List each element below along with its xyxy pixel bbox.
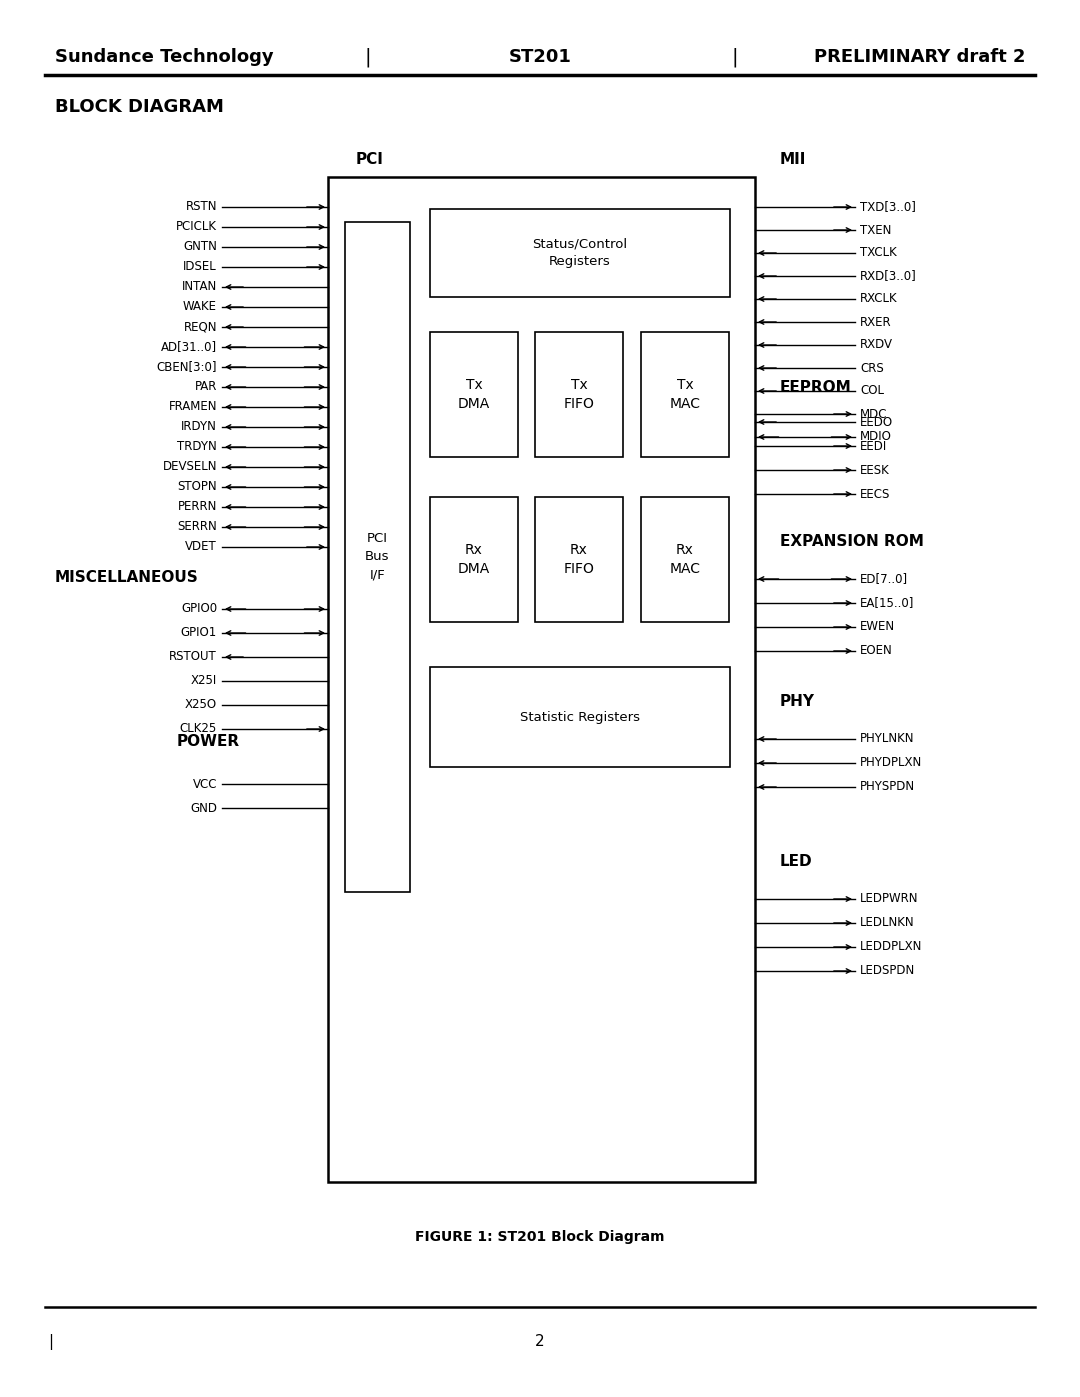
Text: TXD[3..0]: TXD[3..0] bbox=[860, 201, 916, 214]
Text: PHYDPLXN: PHYDPLXN bbox=[860, 757, 922, 770]
Text: RSTN: RSTN bbox=[186, 201, 217, 214]
Text: RXDV: RXDV bbox=[860, 338, 893, 352]
Text: EECS: EECS bbox=[860, 488, 890, 500]
Text: COL: COL bbox=[860, 384, 885, 398]
Text: Statistic Registers: Statistic Registers bbox=[519, 711, 640, 724]
Bar bbox=[642, 332, 729, 457]
Text: CLK25: CLK25 bbox=[179, 722, 217, 735]
Text: PHYSPDN: PHYSPDN bbox=[860, 781, 915, 793]
Text: LEDPWRN: LEDPWRN bbox=[860, 893, 918, 905]
Text: Tx
MAC: Tx MAC bbox=[670, 377, 701, 411]
Text: GND: GND bbox=[190, 802, 217, 814]
Text: PCI
Bus
I/F: PCI Bus I/F bbox=[365, 532, 390, 581]
Text: GPIO1: GPIO1 bbox=[180, 626, 217, 640]
Text: Sundance Technology: Sundance Technology bbox=[55, 47, 273, 66]
Text: PHY: PHY bbox=[780, 694, 815, 710]
Text: PHYLNKN: PHYLNKN bbox=[860, 732, 915, 746]
Text: GPIO0: GPIO0 bbox=[180, 602, 217, 616]
Text: Tx
DMA: Tx DMA bbox=[458, 377, 490, 411]
Text: WAKE: WAKE bbox=[183, 300, 217, 313]
Text: RXD[3..0]: RXD[3..0] bbox=[860, 270, 917, 282]
Text: FRAMEN: FRAMEN bbox=[168, 401, 217, 414]
Text: PRELIMINARY draft 2: PRELIMINARY draft 2 bbox=[813, 47, 1025, 66]
Text: |: | bbox=[365, 47, 372, 67]
Text: |: | bbox=[48, 1334, 53, 1350]
Text: PAR: PAR bbox=[194, 380, 217, 394]
Text: Rx
MAC: Rx MAC bbox=[670, 543, 701, 576]
Text: EXPANSION ROM: EXPANSION ROM bbox=[780, 535, 923, 549]
Text: ST201: ST201 bbox=[509, 47, 571, 66]
Bar bbox=[430, 666, 730, 767]
Text: Rx
FIFO: Rx FIFO bbox=[564, 543, 594, 576]
Text: BLOCK DIAGRAM: BLOCK DIAGRAM bbox=[55, 98, 224, 116]
Text: MDC: MDC bbox=[860, 408, 888, 420]
Text: CRS: CRS bbox=[860, 362, 883, 374]
Text: IDSEL: IDSEL bbox=[184, 260, 217, 274]
Text: IRDYN: IRDYN bbox=[181, 420, 217, 433]
Bar bbox=[535, 497, 623, 622]
Bar bbox=[345, 222, 410, 893]
Bar bbox=[430, 332, 518, 457]
Text: INTAN: INTAN bbox=[181, 281, 217, 293]
Text: |: | bbox=[731, 47, 739, 67]
Text: LEDSPDN: LEDSPDN bbox=[860, 964, 915, 978]
Bar bbox=[328, 177, 755, 1182]
Bar bbox=[430, 497, 518, 622]
Text: RXCLK: RXCLK bbox=[860, 292, 897, 306]
Bar bbox=[642, 497, 729, 622]
Text: RSTOUT: RSTOUT bbox=[170, 651, 217, 664]
Text: EEPROM: EEPROM bbox=[780, 380, 852, 394]
Text: RXER: RXER bbox=[860, 316, 892, 328]
Bar bbox=[535, 332, 623, 457]
Text: GNTN: GNTN bbox=[184, 240, 217, 253]
Text: Status/Control
Registers: Status/Control Registers bbox=[532, 237, 627, 268]
Text: EESK: EESK bbox=[860, 464, 890, 476]
Text: Tx
FIFO: Tx FIFO bbox=[564, 377, 594, 411]
Text: PCI: PCI bbox=[356, 151, 383, 166]
Text: AD[31..0]: AD[31..0] bbox=[161, 341, 217, 353]
Text: SERRN: SERRN bbox=[177, 521, 217, 534]
Text: PERRN: PERRN bbox=[177, 500, 217, 514]
Text: TXEN: TXEN bbox=[860, 224, 891, 236]
Text: PCICLK: PCICLK bbox=[176, 221, 217, 233]
Text: EEDI: EEDI bbox=[860, 440, 888, 453]
Text: DEVSELN: DEVSELN bbox=[162, 461, 217, 474]
Text: MISCELLANEOUS: MISCELLANEOUS bbox=[55, 570, 199, 584]
Text: TXCLK: TXCLK bbox=[860, 246, 896, 260]
Text: Rx
DMA: Rx DMA bbox=[458, 543, 490, 576]
Text: TRDYN: TRDYN bbox=[177, 440, 217, 454]
Text: EA[15..0]: EA[15..0] bbox=[860, 597, 915, 609]
Text: 2: 2 bbox=[536, 1334, 544, 1350]
Text: EEDO: EEDO bbox=[860, 415, 893, 429]
Text: LED: LED bbox=[780, 855, 812, 869]
Text: FIGURE 1: ST201 Block Diagram: FIGURE 1: ST201 Block Diagram bbox=[415, 1229, 665, 1243]
Text: CBEN[3:0]: CBEN[3:0] bbox=[157, 360, 217, 373]
Text: POWER: POWER bbox=[177, 735, 240, 750]
Text: X25I: X25I bbox=[191, 675, 217, 687]
Text: MII: MII bbox=[780, 151, 807, 166]
Text: ED[7..0]: ED[7..0] bbox=[860, 573, 908, 585]
Text: LEDLNKN: LEDLNKN bbox=[860, 916, 915, 929]
Text: EWEN: EWEN bbox=[860, 620, 895, 633]
Text: X25O: X25O bbox=[185, 698, 217, 711]
Text: STOPN: STOPN bbox=[177, 481, 217, 493]
Bar bbox=[430, 210, 730, 298]
Text: REQN: REQN bbox=[184, 320, 217, 334]
Text: MDIO: MDIO bbox=[860, 430, 892, 443]
Text: VDET: VDET bbox=[186, 541, 217, 553]
Text: LEDDPLXN: LEDDPLXN bbox=[860, 940, 922, 954]
Text: VCC: VCC bbox=[192, 778, 217, 791]
Text: EOEN: EOEN bbox=[860, 644, 893, 658]
